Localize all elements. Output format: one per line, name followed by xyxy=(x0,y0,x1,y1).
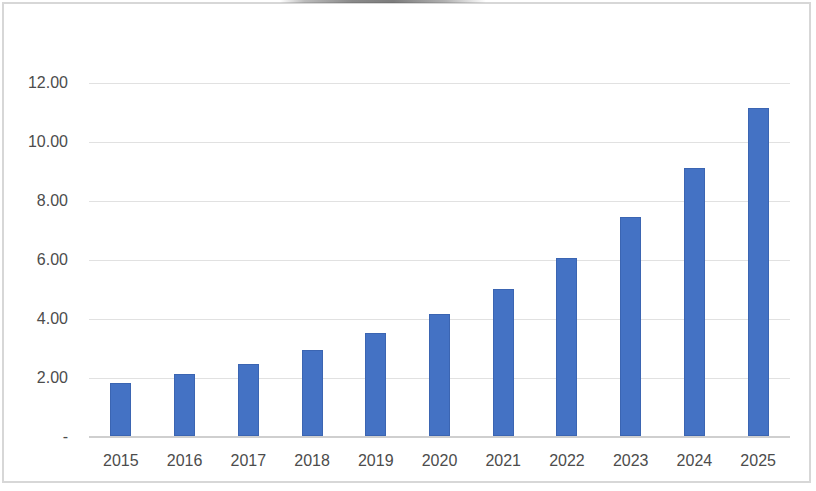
y-axis-tick-label: 12.00 xyxy=(0,73,68,93)
x-axis-label-2021: 2021 xyxy=(471,451,535,471)
gridline-12.00 xyxy=(89,83,790,84)
y-axis-tick-label: 2.00 xyxy=(0,368,68,388)
bar-2016 xyxy=(174,374,195,436)
bar-2025 xyxy=(748,108,769,436)
bar-2024 xyxy=(684,168,705,436)
bar-2017 xyxy=(238,364,259,436)
y-axis-tick-label: 8.00 xyxy=(0,191,68,211)
x-axis-line xyxy=(89,436,790,438)
x-axis-label-2023: 2023 xyxy=(599,451,663,471)
x-axis-label-2017: 2017 xyxy=(216,451,280,471)
y-axis-tick-label: 4.00 xyxy=(0,309,68,329)
bar-2020 xyxy=(429,314,450,436)
x-axis-label-2018: 2018 xyxy=(280,451,344,471)
bar-chart-plot-area: 12.0010.008.006.004.002.00-2015201620172… xyxy=(0,0,816,491)
x-axis-label-2022: 2022 xyxy=(535,451,599,471)
x-axis-label-2020: 2020 xyxy=(408,451,472,471)
x-axis-label-2025: 2025 xyxy=(726,451,790,471)
x-axis-label-2016: 2016 xyxy=(153,451,217,471)
y-axis-tick-label: - xyxy=(0,427,81,447)
bar-2015 xyxy=(110,383,131,436)
y-axis-tick-label: 6.00 xyxy=(0,250,68,270)
bar-chart-figure: 12.0010.008.006.004.002.00-2015201620172… xyxy=(0,0,816,491)
x-axis-label-2015: 2015 xyxy=(89,451,153,471)
bar-2018 xyxy=(302,350,323,436)
x-axis-label-2024: 2024 xyxy=(663,451,727,471)
y-axis-tick-label: 10.00 xyxy=(0,132,68,152)
bar-2019 xyxy=(365,333,386,436)
bar-2021 xyxy=(493,289,514,437)
bar-2023 xyxy=(620,217,641,436)
x-axis-label-2019: 2019 xyxy=(344,451,408,471)
gridline-10.00 xyxy=(89,142,790,143)
bar-2022 xyxy=(556,258,577,436)
